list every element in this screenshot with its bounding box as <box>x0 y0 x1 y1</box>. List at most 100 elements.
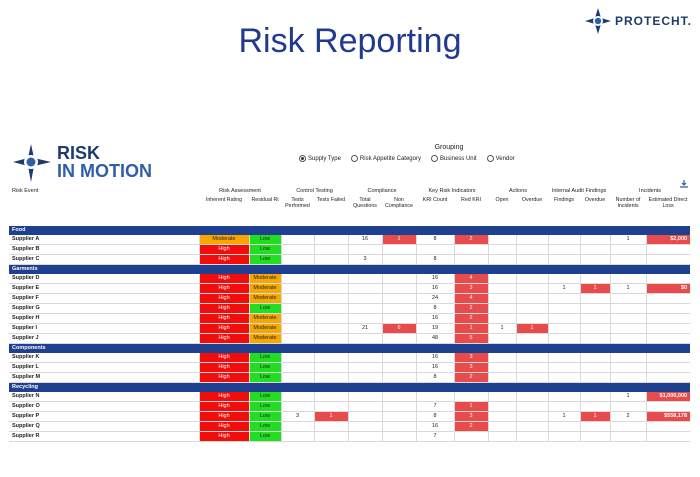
table-row[interactable]: Supplier N High Low 1 $1,000,000 <box>9 392 691 402</box>
table-row[interactable]: Supplier Q High Low 16 2 <box>9 421 691 432</box>
inherent-rating-badge: High <box>198 283 249 294</box>
category-row[interactable]: Garments <box>9 264 691 274</box>
cell-kri-count: 16 <box>415 283 455 294</box>
cell-total-questions <box>347 244 382 255</box>
radio-selected-icon[interactable] <box>299 155 306 162</box>
table-row[interactable]: Supplier L High Low 16 3 <box>9 362 691 373</box>
cell-incident-count <box>609 274 647 284</box>
download-icon[interactable] <box>680 180 688 188</box>
cell-open-actions <box>487 293 517 304</box>
category-label: Components <box>9 343 691 353</box>
cell-direct-loss <box>645 401 691 412</box>
cell-non-compliance <box>381 254 417 265</box>
table-row[interactable]: Supplier J High Moderate 48 5 <box>9 333 691 344</box>
cell-audit-findings <box>547 235 581 245</box>
table-row[interactable]: Supplier P High Low 3 1 8 3 1 1 2 $558,178 <box>9 411 691 422</box>
header-internal-audit: Internal Audit Findings <box>551 188 607 194</box>
cell-open-actions <box>487 235 517 245</box>
grouping-option-vendor[interactable]: Vendor <box>486 155 515 162</box>
category-label: Garments <box>9 264 691 274</box>
col-non-compliance[interactable]: Non Compliance <box>385 197 413 209</box>
category-row[interactable]: Components <box>9 343 691 353</box>
col-audit-overdue[interactable]: Overdue <box>584 197 606 203</box>
col-number-of-incidents[interactable]: Number of Incidents <box>615 197 641 209</box>
table-row[interactable]: Supplier O High Low 7 1 <box>9 401 691 412</box>
cell-direct-loss: $1,000,000 <box>645 392 691 402</box>
cell-direct-loss <box>645 431 691 442</box>
grouping-title: Grouping <box>434 144 464 151</box>
col-red-kri[interactable]: Red KRI <box>461 197 482 203</box>
table-row[interactable]: Supplier K High Low 16 3 <box>9 353 691 363</box>
cell-direct-loss: $558,178 <box>645 411 691 422</box>
cell-tests-performed <box>280 362 314 373</box>
radio-icon[interactable] <box>430 155 438 162</box>
radio-icon[interactable] <box>350 155 358 162</box>
cell-audit-overdue <box>579 303 611 314</box>
radio-icon[interactable] <box>486 155 494 162</box>
col-overdue[interactable]: Overdue <box>521 197 543 203</box>
col-kri-count[interactable]: KRI Count <box>422 197 448 203</box>
table-row[interactable]: Supplier R High Low 7 <box>9 431 691 442</box>
cell-kri-count: 8 <box>415 235 455 245</box>
cell-total-questions: 3 <box>347 254 382 265</box>
cell-audit-findings <box>547 362 581 373</box>
cell-incident-count: 1 <box>609 235 647 245</box>
table-row[interactable]: Supplier G High Low 8 2 <box>9 303 691 314</box>
table-row[interactable]: Supplier H High Moderate 16 2 <box>9 313 691 324</box>
supplier-name: Supplier O <box>9 401 199 412</box>
cell-non-compliance: 1 <box>381 235 417 245</box>
cell-audit-findings: 1 <box>547 411 581 422</box>
cell-total-questions: 21 <box>347 323 382 334</box>
cell-incident-count: 2 <box>609 411 647 422</box>
cell-tests-failed <box>313 421 348 432</box>
col-estimated-direct-loss[interactable]: Estimated Direct Loss <box>648 197 688 209</box>
cell-tests-failed <box>313 235 348 245</box>
cell-non-compliance <box>381 244 417 255</box>
cell-kri-count: 16 <box>415 274 455 284</box>
table-row[interactable]: Supplier C High Low 3 8 <box>9 254 691 265</box>
cell-tests-performed <box>280 274 314 284</box>
inherent-rating-badge: High <box>198 353 249 363</box>
col-inherent-rating[interactable]: Inherent Rating <box>205 197 243 203</box>
cell-tests-failed <box>313 293 348 304</box>
cell-audit-overdue <box>579 254 611 265</box>
cell-incident-count <box>609 323 647 334</box>
col-findings[interactable]: Findings <box>554 197 575 203</box>
table-row[interactable]: Supplier D High Moderate 16 4 <box>9 274 691 284</box>
cell-tests-performed <box>280 244 314 255</box>
supplier-name: Supplier D <box>9 274 199 284</box>
grouping-option-risk-appetite[interactable]: Risk Appetite Category <box>350 155 421 162</box>
table-row[interactable]: Supplier B High Low <box>9 244 691 255</box>
col-total-questions[interactable]: Total Questions <box>353 197 377 209</box>
cell-kri-count: 8 <box>415 372 455 383</box>
grouping-option-business-unit[interactable]: Business Unit <box>430 155 477 162</box>
category-row[interactable]: Recycling <box>9 382 691 392</box>
table-row[interactable]: Supplier F High Moderate 24 4 <box>9 293 691 304</box>
supplier-name: Supplier I <box>9 323 199 334</box>
grouping-option-supply-type[interactable]: Supply Type <box>299 155 341 162</box>
cell-open-actions <box>487 244 517 255</box>
cell-direct-loss <box>645 421 691 432</box>
col-residual-rating[interactable]: Residual Ri <box>251 197 279 203</box>
cell-red-kri <box>453 244 489 255</box>
protecht-logo: PROTECHT. <box>584 8 692 34</box>
supplier-name: Supplier A <box>9 235 199 245</box>
cell-tests-performed <box>280 323 314 334</box>
cell-open-actions <box>487 421 517 432</box>
risk-table-body: Food Supplier A Moderate Low 16 1 8 2 1 $2,000 Sup… <box>9 216 691 442</box>
cell-total-questions <box>347 392 382 402</box>
table-row[interactable]: Supplier I High Moderate 21 6 19 1 1 1 <box>9 323 691 334</box>
cell-red-kri: 2 <box>453 235 489 245</box>
col-open[interactable]: Open <box>495 197 509 203</box>
cell-tests-failed <box>313 372 348 383</box>
col-tests-failed[interactable]: Tests Failed <box>316 197 346 203</box>
table-row[interactable]: Supplier A Moderate Low 16 1 8 2 1 $2,000 <box>9 235 691 245</box>
category-row[interactable]: Food <box>9 226 691 235</box>
cell-tests-failed <box>313 392 348 402</box>
table-row[interactable]: Supplier M High Low 8 2 <box>9 372 691 383</box>
cell-total-questions <box>347 333 382 344</box>
cell-tests-performed <box>280 421 314 432</box>
table-row[interactable]: Supplier E High Moderate 16 3 1 1 1 $0 <box>9 283 691 294</box>
cell-kri-count <box>415 392 455 402</box>
col-tests-performed[interactable]: Tests Performed <box>285 197 310 209</box>
